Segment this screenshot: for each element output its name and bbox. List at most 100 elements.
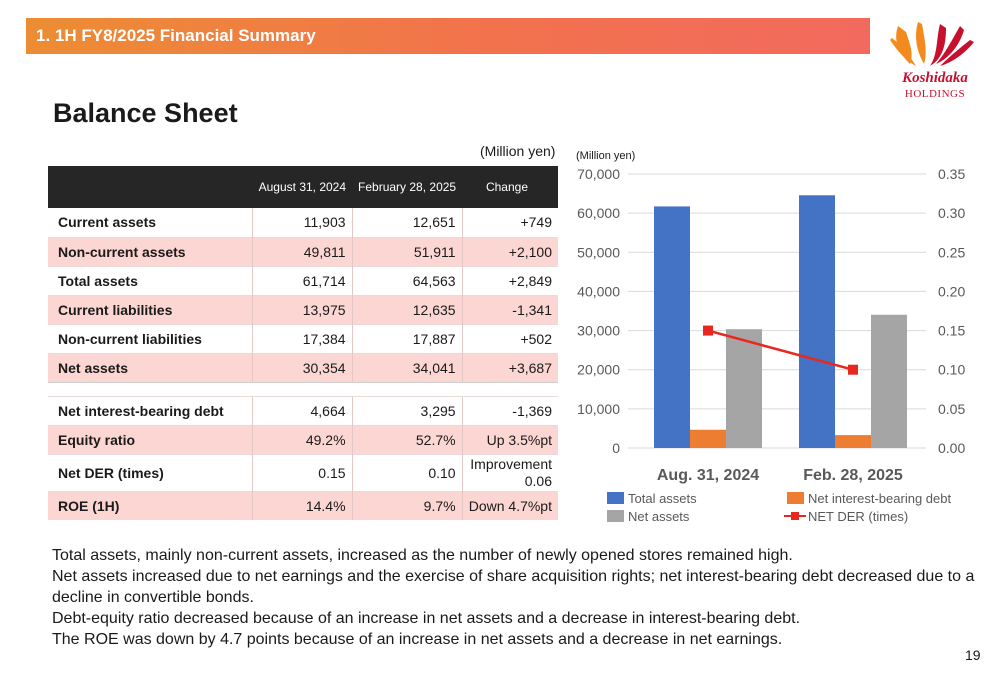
row-label: Net interest-bearing debt: [48, 395, 253, 425]
spacer-cell: [48, 381, 558, 396]
right-tick-label: 0.05: [938, 401, 965, 417]
header-change: Change: [462, 166, 558, 208]
row-aug-value: 11,903: [252, 208, 353, 237]
chart-svg: (Million yen) 0 0.00 10,000 0.05 20,000 0.10 30…: [576, 150, 965, 524]
right-tick-label: 0.10: [938, 362, 965, 378]
left-tick-label: 70,000: [577, 166, 620, 182]
right-tick-label: 0.25: [938, 244, 965, 260]
section-title: 1. 1H FY8/2025 Financial Summary: [36, 26, 316, 45]
left-tick-label: 10,000: [577, 401, 620, 417]
left-tick-label: 30,000: [577, 323, 620, 339]
left-tick-label: 40,000: [577, 283, 620, 299]
legend-label: Total assets: [628, 491, 697, 506]
logo-name: Koshidaka: [902, 70, 968, 86]
note-line: Net assets increased due to net earnings…: [52, 568, 975, 606]
row-feb-value: 51,911: [351, 236, 463, 266]
row-aug-value: 14.4%: [252, 490, 353, 520]
right-tick-label: 0.00: [938, 440, 965, 456]
legend-marker-swatch: [791, 512, 799, 520]
header-feb: February 28, 2025: [352, 166, 463, 208]
table-row: Current assets 11,903 12,651 +749: [48, 208, 558, 237]
summary-notes: Total assets, mainly non-current assets,…: [52, 545, 992, 650]
table-row: Net DER (times) 0.15 0.10 Improvement 0.06: [48, 453, 558, 491]
row-change-value: +502: [461, 323, 558, 353]
section-banner: 1. 1H FY8/2025 Financial Summary: [26, 18, 870, 54]
balance-sheet-table: August 31, 2024 February 28, 2025 Change…: [48, 166, 558, 520]
header-aug: August 31, 2024: [252, 166, 353, 208]
right-tick-label: 0.30: [938, 205, 965, 221]
table-row: Current liabilities 13,975 12,635 -1,341: [48, 294, 558, 324]
row-aug-value: 13,975: [252, 294, 353, 324]
left-tick-label: 20,000: [577, 362, 620, 378]
legend-label: NET DER (times): [808, 509, 908, 524]
row-feb-value: 34,041: [351, 352, 463, 382]
row-label: Current assets: [48, 208, 253, 237]
note-line: Debt-equity ratio decreased because of a…: [52, 610, 801, 627]
row-label: Net assets: [48, 352, 253, 382]
note-line: The ROE was down by 4.7 points because o…: [52, 631, 783, 648]
hands-logo-icon: [890, 22, 974, 66]
row-aug-value: 30,354: [252, 352, 353, 382]
row-change-value: +3,687: [461, 352, 558, 382]
row-feb-value: 64,563: [351, 265, 463, 295]
row-change-value: -1,341: [461, 294, 558, 324]
legend-swatch: [607, 492, 624, 504]
row-change-value: Up 3.5%pt: [461, 424, 558, 454]
table-row: ROE (1H) 14.4% 9.7% Down 4.7%pt: [48, 490, 558, 520]
row-change-value: Down 4.7%pt: [461, 490, 558, 520]
right-tick-label: 0.20: [938, 283, 965, 299]
balance-chart: (Million yen) 0 0.00 10,000 0.05 20,000 0.10 30…: [568, 142, 1000, 532]
row-change-value: -1,369: [461, 395, 558, 425]
row-feb-value: 3,295: [351, 395, 463, 425]
row-change-value: +2,100: [461, 236, 558, 266]
left-tick-label: 50,000: [577, 244, 620, 260]
table-row: Total assets 61,714 64,563 +2,849: [48, 265, 558, 295]
row-change-value: +749: [461, 208, 558, 237]
bar-net-interest-bearing-debt: [835, 435, 871, 448]
table-body: Current assets 11,903 12,651 +749 Non-curren…: [48, 208, 558, 520]
header-blank: [48, 166, 253, 208]
bar-net-assets: [726, 329, 762, 448]
row-feb-value: 9.7%: [351, 490, 463, 520]
change-wrap: Improvement 0.06: [470, 455, 552, 489]
row-feb-value: 12,651: [351, 208, 463, 237]
table-row: Net assets 30,354 34,041 +3,687: [48, 352, 558, 382]
row-label: Non-current liabilities: [48, 323, 253, 353]
table-header-row: August 31, 2024 February 28, 2025 Change: [48, 166, 558, 208]
table-row: Non-current assets 49,811 51,911 +2,100: [48, 236, 558, 266]
chart-unit-label: (Million yen): [576, 150, 635, 162]
row-change-value: +2,849: [461, 265, 558, 295]
left-tick-label: 60,000: [577, 205, 620, 221]
table-row: Net interest-bearing debt 4,664 3,295 -1,36…: [48, 395, 558, 425]
right-tick-label: 0.15: [938, 323, 965, 339]
row-label: ROE (1H): [48, 490, 253, 520]
legend-swatch: [607, 510, 624, 522]
row-aug-value: 49.2%: [252, 424, 353, 454]
legend-label: Net interest-bearing debt: [808, 491, 951, 506]
page-title: Balance Sheet: [53, 98, 238, 128]
page-number: 19: [965, 647, 981, 663]
row-aug-value: 49,811: [252, 236, 353, 266]
row-label: Net DER (times): [48, 453, 253, 491]
net-der-line: [707, 329, 854, 371]
row-label: Current liabilities: [48, 294, 253, 324]
row-label: Equity ratio: [48, 424, 253, 454]
table-row: Non-current liabilities 17,384 17,887 +502: [48, 323, 558, 353]
company-logo: Koshidaka HOLDINGS: [880, 18, 990, 108]
bar-net-assets: [871, 314, 907, 448]
note-line: Total assets, mainly non-current assets,…: [52, 547, 793, 564]
left-tick-label: 0: [612, 440, 620, 456]
row-feb-value: 52.7%: [351, 424, 463, 454]
row-aug-value: 4,664: [252, 395, 353, 425]
row-label: Total assets: [48, 265, 253, 295]
row-feb-value: 12,635: [351, 294, 463, 324]
bar-total-assets: [654, 206, 690, 448]
table-row: Equity ratio 49.2% 52.7% Up 3.5%pt: [48, 424, 558, 454]
row-aug-value: 17,384: [252, 323, 353, 353]
row-feb-value: 0.10: [351, 453, 463, 491]
bar-total-assets: [799, 195, 835, 448]
table-spacer: [48, 381, 558, 396]
right-tick-label: 0.35: [938, 166, 965, 182]
row-aug-value: 0.15: [252, 453, 353, 491]
row-aug-value: 61,714: [252, 265, 353, 295]
